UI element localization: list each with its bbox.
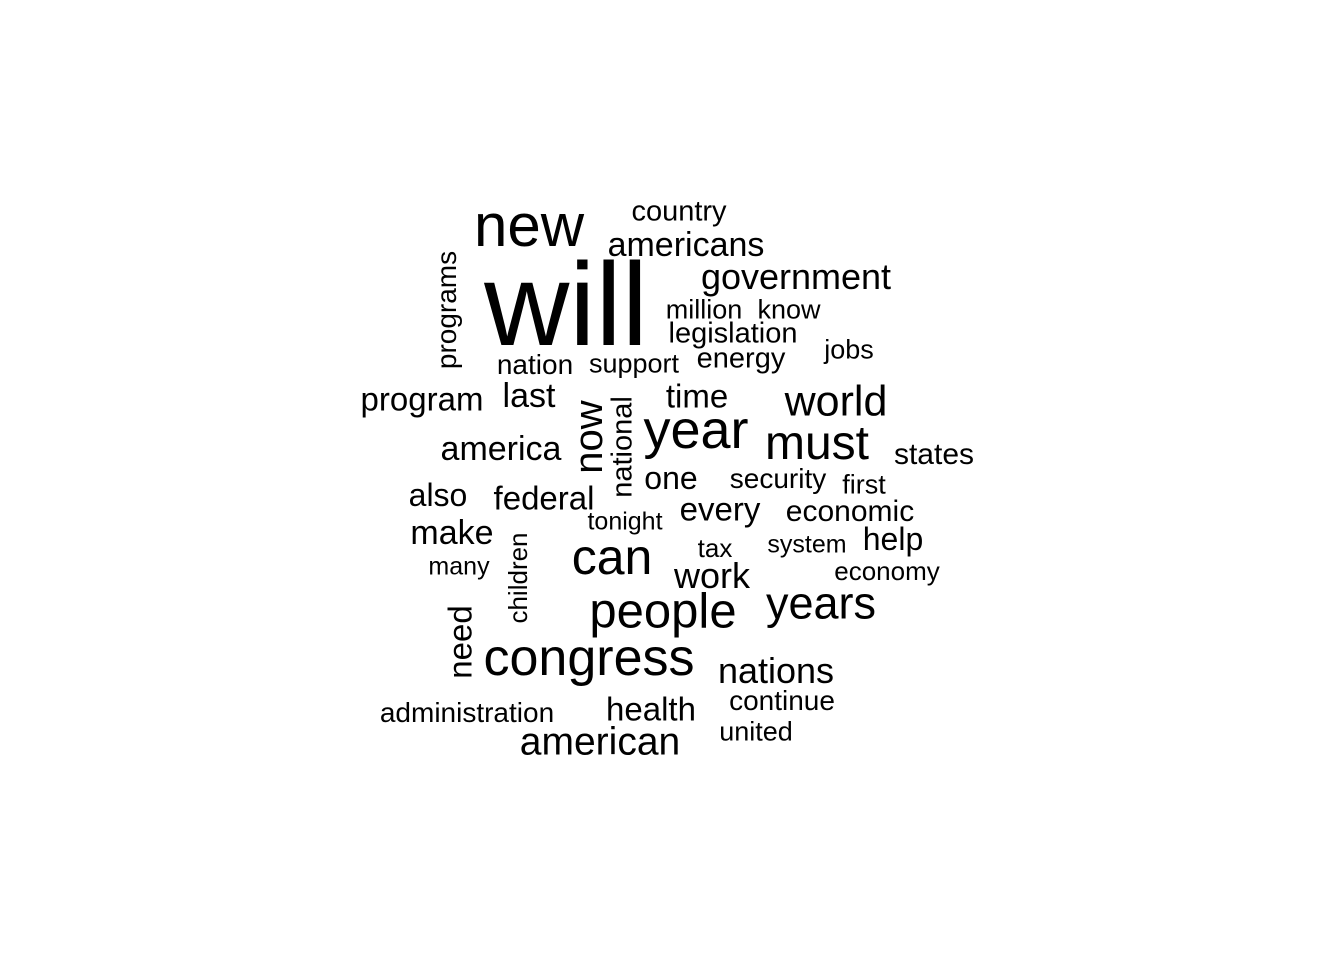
word-americans: americans — [607, 226, 765, 264]
word-can: can — [571, 529, 653, 585]
word-know: know — [757, 294, 821, 325]
word-system: system — [767, 530, 847, 559]
word-people: people — [589, 584, 737, 639]
word-work: work — [673, 555, 751, 596]
word-need: need — [441, 605, 479, 679]
word-congress: congress — [483, 629, 695, 687]
word-children: children — [503, 532, 533, 624]
word-government: government — [700, 256, 892, 297]
word-also: also — [408, 477, 468, 513]
word-programs: programs — [431, 250, 462, 370]
word-support: support — [588, 348, 680, 379]
word-now: now — [567, 400, 611, 474]
word-one: one — [644, 460, 698, 496]
word-years: years — [765, 577, 877, 629]
word-continue: continue — [729, 685, 835, 716]
word-economic: economic — [785, 495, 915, 528]
word-first: first — [842, 469, 886, 500]
word-new: new — [473, 192, 585, 259]
word-program: program — [360, 380, 484, 418]
word-nation: nation — [496, 349, 574, 380]
word-energy: energy — [696, 342, 786, 375]
word-american: american — [519, 720, 681, 764]
word-economy: economy — [834, 556, 940, 586]
word-states: states — [893, 438, 975, 471]
word-must: must — [764, 417, 870, 470]
word-will: will — [484, 239, 648, 371]
word-america: america — [440, 430, 562, 468]
word-tax: tax — [697, 533, 733, 563]
word-every: every — [679, 490, 761, 528]
word-year: year — [643, 400, 749, 460]
word-federal: federal — [493, 479, 595, 517]
word-legislation: legislation — [668, 317, 798, 350]
word-country: country — [631, 195, 727, 228]
word-many: many — [428, 552, 490, 581]
word-national: national — [606, 396, 639, 498]
word-time: time — [665, 377, 729, 415]
word-united: united — [719, 716, 793, 747]
word-tonight: tonight — [587, 507, 663, 536]
word-health: health — [606, 690, 696, 728]
word-security: security — [729, 463, 827, 494]
word-administration: administration — [379, 697, 555, 728]
word-make: make — [410, 514, 494, 552]
word-jobs: jobs — [824, 334, 874, 365]
word-million: million — [665, 294, 743, 325]
word-last: last — [502, 377, 556, 415]
word-nations: nations — [717, 650, 835, 691]
word-world: world — [784, 377, 888, 426]
word-help: help — [862, 521, 924, 557]
